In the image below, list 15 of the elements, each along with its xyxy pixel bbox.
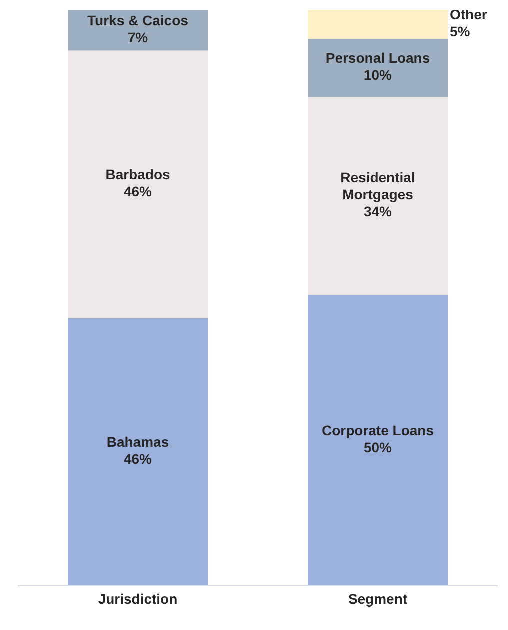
x-tick-label: Jurisdiction bbox=[98, 590, 178, 607]
data-label: 7% bbox=[128, 29, 149, 46]
data-label: 5% bbox=[450, 24, 471, 40]
data-label: 50% bbox=[364, 440, 393, 456]
x-tick-label: Segment bbox=[348, 590, 408, 607]
series-label: Turks & Caicos bbox=[88, 12, 189, 28]
series-label: Barbados bbox=[106, 166, 170, 183]
data-label: 34% bbox=[364, 204, 393, 220]
data-label: 46% bbox=[124, 451, 153, 468]
series-label: Personal Loans bbox=[326, 50, 430, 66]
series-label: Corporate Loans bbox=[322, 422, 434, 439]
data-label: 10% bbox=[364, 67, 393, 84]
series-label: Residential Mortgages bbox=[340, 170, 416, 203]
series-label: Bahamas bbox=[106, 434, 170, 450]
data-label: 46% bbox=[124, 184, 153, 200]
